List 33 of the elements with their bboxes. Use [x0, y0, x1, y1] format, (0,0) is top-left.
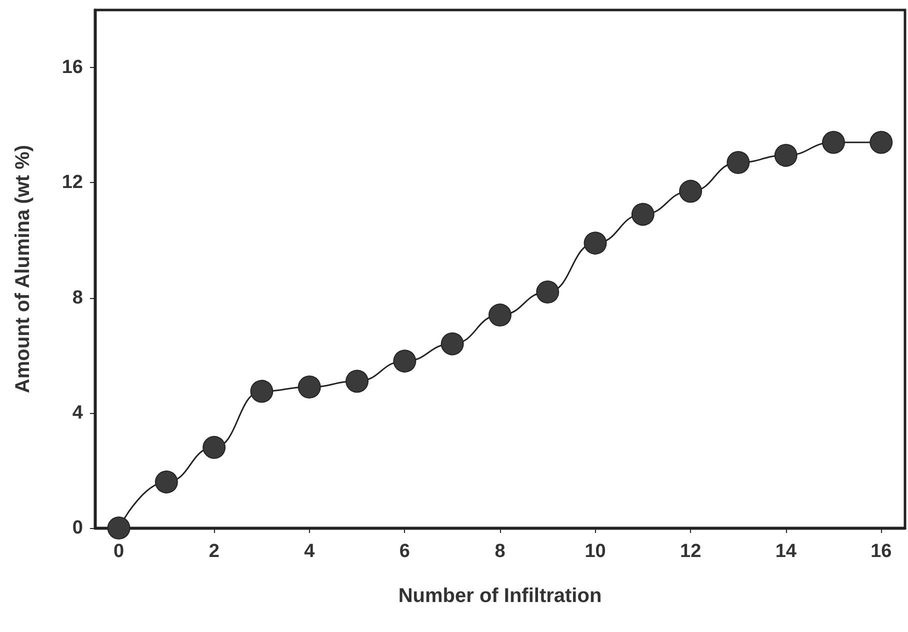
point	[154, 470, 178, 494]
y-tick-label: 0	[72, 518, 83, 538]
x-tick-label: 6	[399, 541, 410, 562]
point	[536, 280, 560, 304]
point	[631, 202, 654, 226]
point	[679, 180, 702, 203]
point	[202, 436, 226, 459]
y-tick-label: 8	[72, 287, 83, 308]
point	[584, 232, 607, 255]
x-axis-title: Number of Infiltration	[398, 585, 602, 607]
point	[440, 332, 464, 356]
point	[822, 130, 846, 154]
y-tick-label: 4	[72, 402, 84, 424]
x-tick-label: 16	[870, 541, 892, 562]
y-axis-title: Amount of Alumina (wt %)	[12, 144, 34, 394]
point	[726, 151, 750, 174]
point	[298, 375, 321, 398]
x-tick-label: 2	[208, 541, 220, 562]
point	[393, 350, 416, 373]
point	[488, 304, 512, 327]
y-tick-label: 16	[62, 57, 83, 78]
point	[346, 370, 369, 393]
x-tick-label: 0	[114, 541, 124, 562]
point	[107, 516, 130, 540]
y-tick-label: 12	[62, 172, 83, 194]
x-tick-label: 8	[494, 541, 506, 562]
x-tick-label: 4	[304, 541, 316, 562]
point	[250, 380, 274, 403]
point	[870, 130, 893, 154]
point	[774, 144, 798, 167]
x-tick-label: 10	[584, 541, 606, 562]
x-tick-label: 12	[680, 541, 702, 562]
x-tick-label: 14	[775, 541, 797, 562]
